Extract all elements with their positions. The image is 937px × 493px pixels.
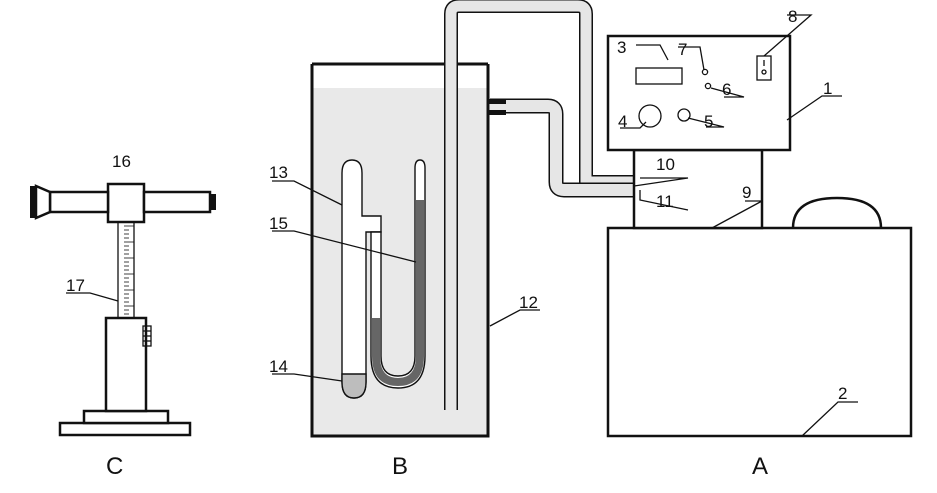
valve-knob — [677, 108, 691, 122]
indicator-light-6 — [704, 82, 712, 90]
leader-lines — [66, 14, 858, 437]
pump-neck — [632, 148, 764, 230]
telescope-objective — [210, 194, 216, 210]
callout-16: 16 — [112, 152, 131, 171]
callout-8: 8 — [788, 7, 797, 26]
callout-7: 7 — [678, 40, 687, 59]
telescope-tube-left — [48, 190, 110, 214]
vacuum-pump-unit — [606, 34, 913, 438]
label-C: C — [106, 453, 123, 480]
circulation-pipe-inlet — [445, 0, 634, 410]
label-A: A — [752, 453, 768, 480]
callout-2: 2 — [838, 384, 847, 403]
pump-dome — [791, 196, 883, 229]
thermostat-bath — [310, 0, 634, 438]
cathetometer — [30, 182, 216, 437]
circulation-pipe-outlet — [490, 100, 634, 196]
callout-11: 11 — [656, 192, 674, 211]
indicator-light-7 — [701, 68, 709, 76]
cathetometer-pillar — [104, 316, 148, 413]
label-B: B — [392, 453, 408, 480]
bath-vessel — [310, 64, 490, 438]
callout-5: 5 — [704, 112, 713, 131]
telescope-holder — [106, 182, 146, 224]
callout-10: 10 — [656, 155, 675, 174]
pump-body — [606, 226, 913, 438]
cathetometer-base-step — [82, 409, 170, 425]
callout-14: 14 — [269, 357, 288, 376]
callout-labels: 3 7 6 4 5 8 1 10 11 9 2 12 13 15 14 16 1… — [66, 7, 847, 403]
apparatus-labels: C B A — [106, 453, 768, 480]
callout-6: 6 — [722, 80, 731, 99]
callout-9: 9 — [742, 183, 751, 202]
callout-12: 12 — [519, 293, 538, 312]
vernier-scale — [124, 225, 134, 315]
control-box — [606, 34, 792, 152]
pressure-knob — [638, 104, 662, 128]
u-tube-liquid — [372, 200, 424, 386]
telescope-tube-right — [142, 190, 212, 214]
callout-1: 1 — [823, 79, 832, 98]
callout-15: 15 — [269, 214, 288, 233]
cathetometer-base-plate — [58, 421, 192, 437]
callout-3: 3 — [617, 38, 626, 57]
callout-17: 17 — [66, 276, 85, 295]
digital-display — [635, 67, 683, 85]
callout-4: 4 — [618, 112, 627, 131]
telescope-eyepiece — [34, 184, 52, 220]
callout-13: 13 — [269, 163, 288, 182]
sample-liquid — [341, 373, 367, 399]
